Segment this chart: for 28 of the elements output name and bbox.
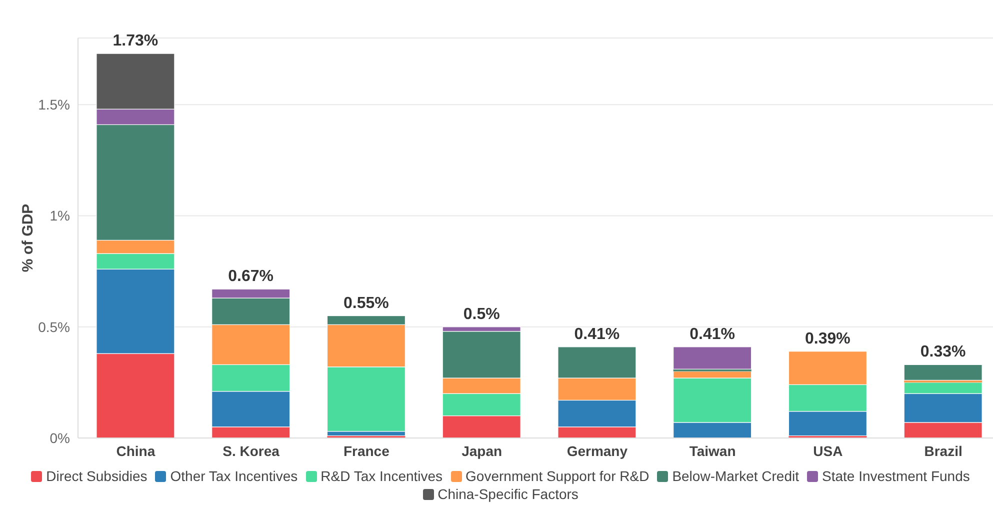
- total-label: 0.41%: [690, 326, 736, 343]
- x-tick-label: S. Korea: [222, 442, 280, 459]
- legend-label: R&D Tax Incentives: [320, 468, 443, 484]
- x-tick-label: Japan: [462, 442, 502, 459]
- x-tick-label: China: [116, 442, 156, 459]
- total-label: 0.5%: [463, 306, 500, 323]
- total-label: 0.39%: [805, 330, 850, 348]
- legend-label: Below-Market Credit: [671, 468, 800, 484]
- y-axis-title: % of GDP: [19, 204, 36, 272]
- total-label: 1.73%: [112, 32, 158, 50]
- x-tick-label: Brazil: [924, 442, 962, 459]
- legend-label: Direct Subsidies: [45, 468, 148, 484]
- x-tick-label: France: [343, 442, 390, 459]
- y-tick-label: 1%: [50, 208, 70, 224]
- total-label: 0.67%: [228, 268, 274, 286]
- total-label: 0.41%: [574, 326, 620, 343]
- legend-label: China-Specific Factors: [436, 486, 578, 502]
- total-label: 0.33%: [920, 344, 966, 361]
- x-tick-label: Taiwan: [689, 442, 736, 459]
- legend-label: State Investment Funds: [821, 468, 970, 484]
- total-label: 0.55%: [344, 294, 389, 312]
- y-tick-label: 0%: [50, 430, 70, 446]
- x-tick-label: Germany: [566, 442, 628, 459]
- y-tick-label: 0.5%: [38, 318, 70, 335]
- legend-label: Government Support for R&D: [464, 468, 650, 484]
- x-tick-label: USA: [813, 442, 843, 459]
- y-tick-label: 1.5%: [38, 96, 70, 113]
- legend-label: Other Tax Incentives: [169, 468, 298, 484]
